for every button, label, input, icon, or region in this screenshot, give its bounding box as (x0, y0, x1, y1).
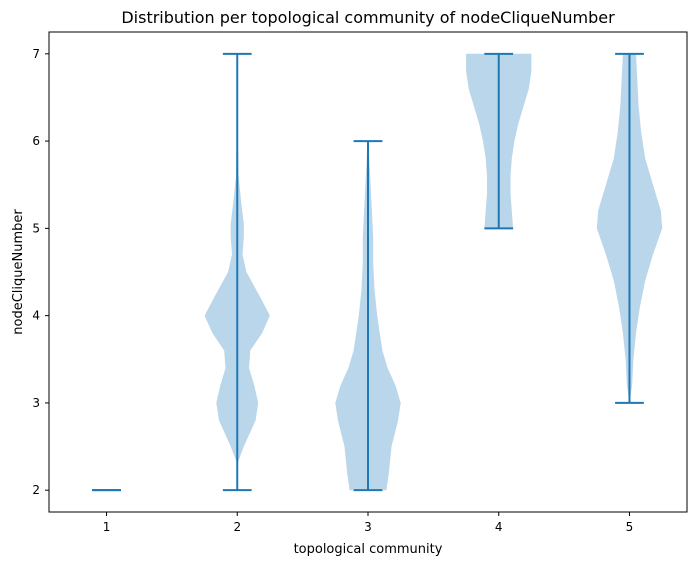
y-axis-label: nodeCliqueNumber (11, 209, 26, 335)
x-tick-label-1: 1 (103, 520, 111, 534)
stat-lines-layer (92, 52, 644, 492)
chart-title: Distribution per topological community o… (121, 8, 615, 27)
x-tick-label-2: 2 (233, 520, 241, 534)
x-axis: 1 2 3 4 5 (103, 512, 634, 534)
y-tick-label-2: 2 (32, 483, 40, 497)
y-tick-label-4: 4 (32, 309, 40, 323)
y-axis: 2 3 4 5 6 7 (32, 47, 49, 497)
x-axis-label: topological community (294, 542, 443, 557)
y-tick-label-6: 6 (32, 134, 40, 148)
x-tick-label-3: 3 (364, 520, 372, 534)
x-tick-label-4: 4 (495, 520, 503, 534)
y-tick-label-7: 7 (32, 47, 40, 61)
y-tick-label-3: 3 (32, 396, 40, 410)
y-tick-label-5: 5 (32, 221, 40, 235)
x-tick-label-5: 5 (626, 520, 634, 534)
